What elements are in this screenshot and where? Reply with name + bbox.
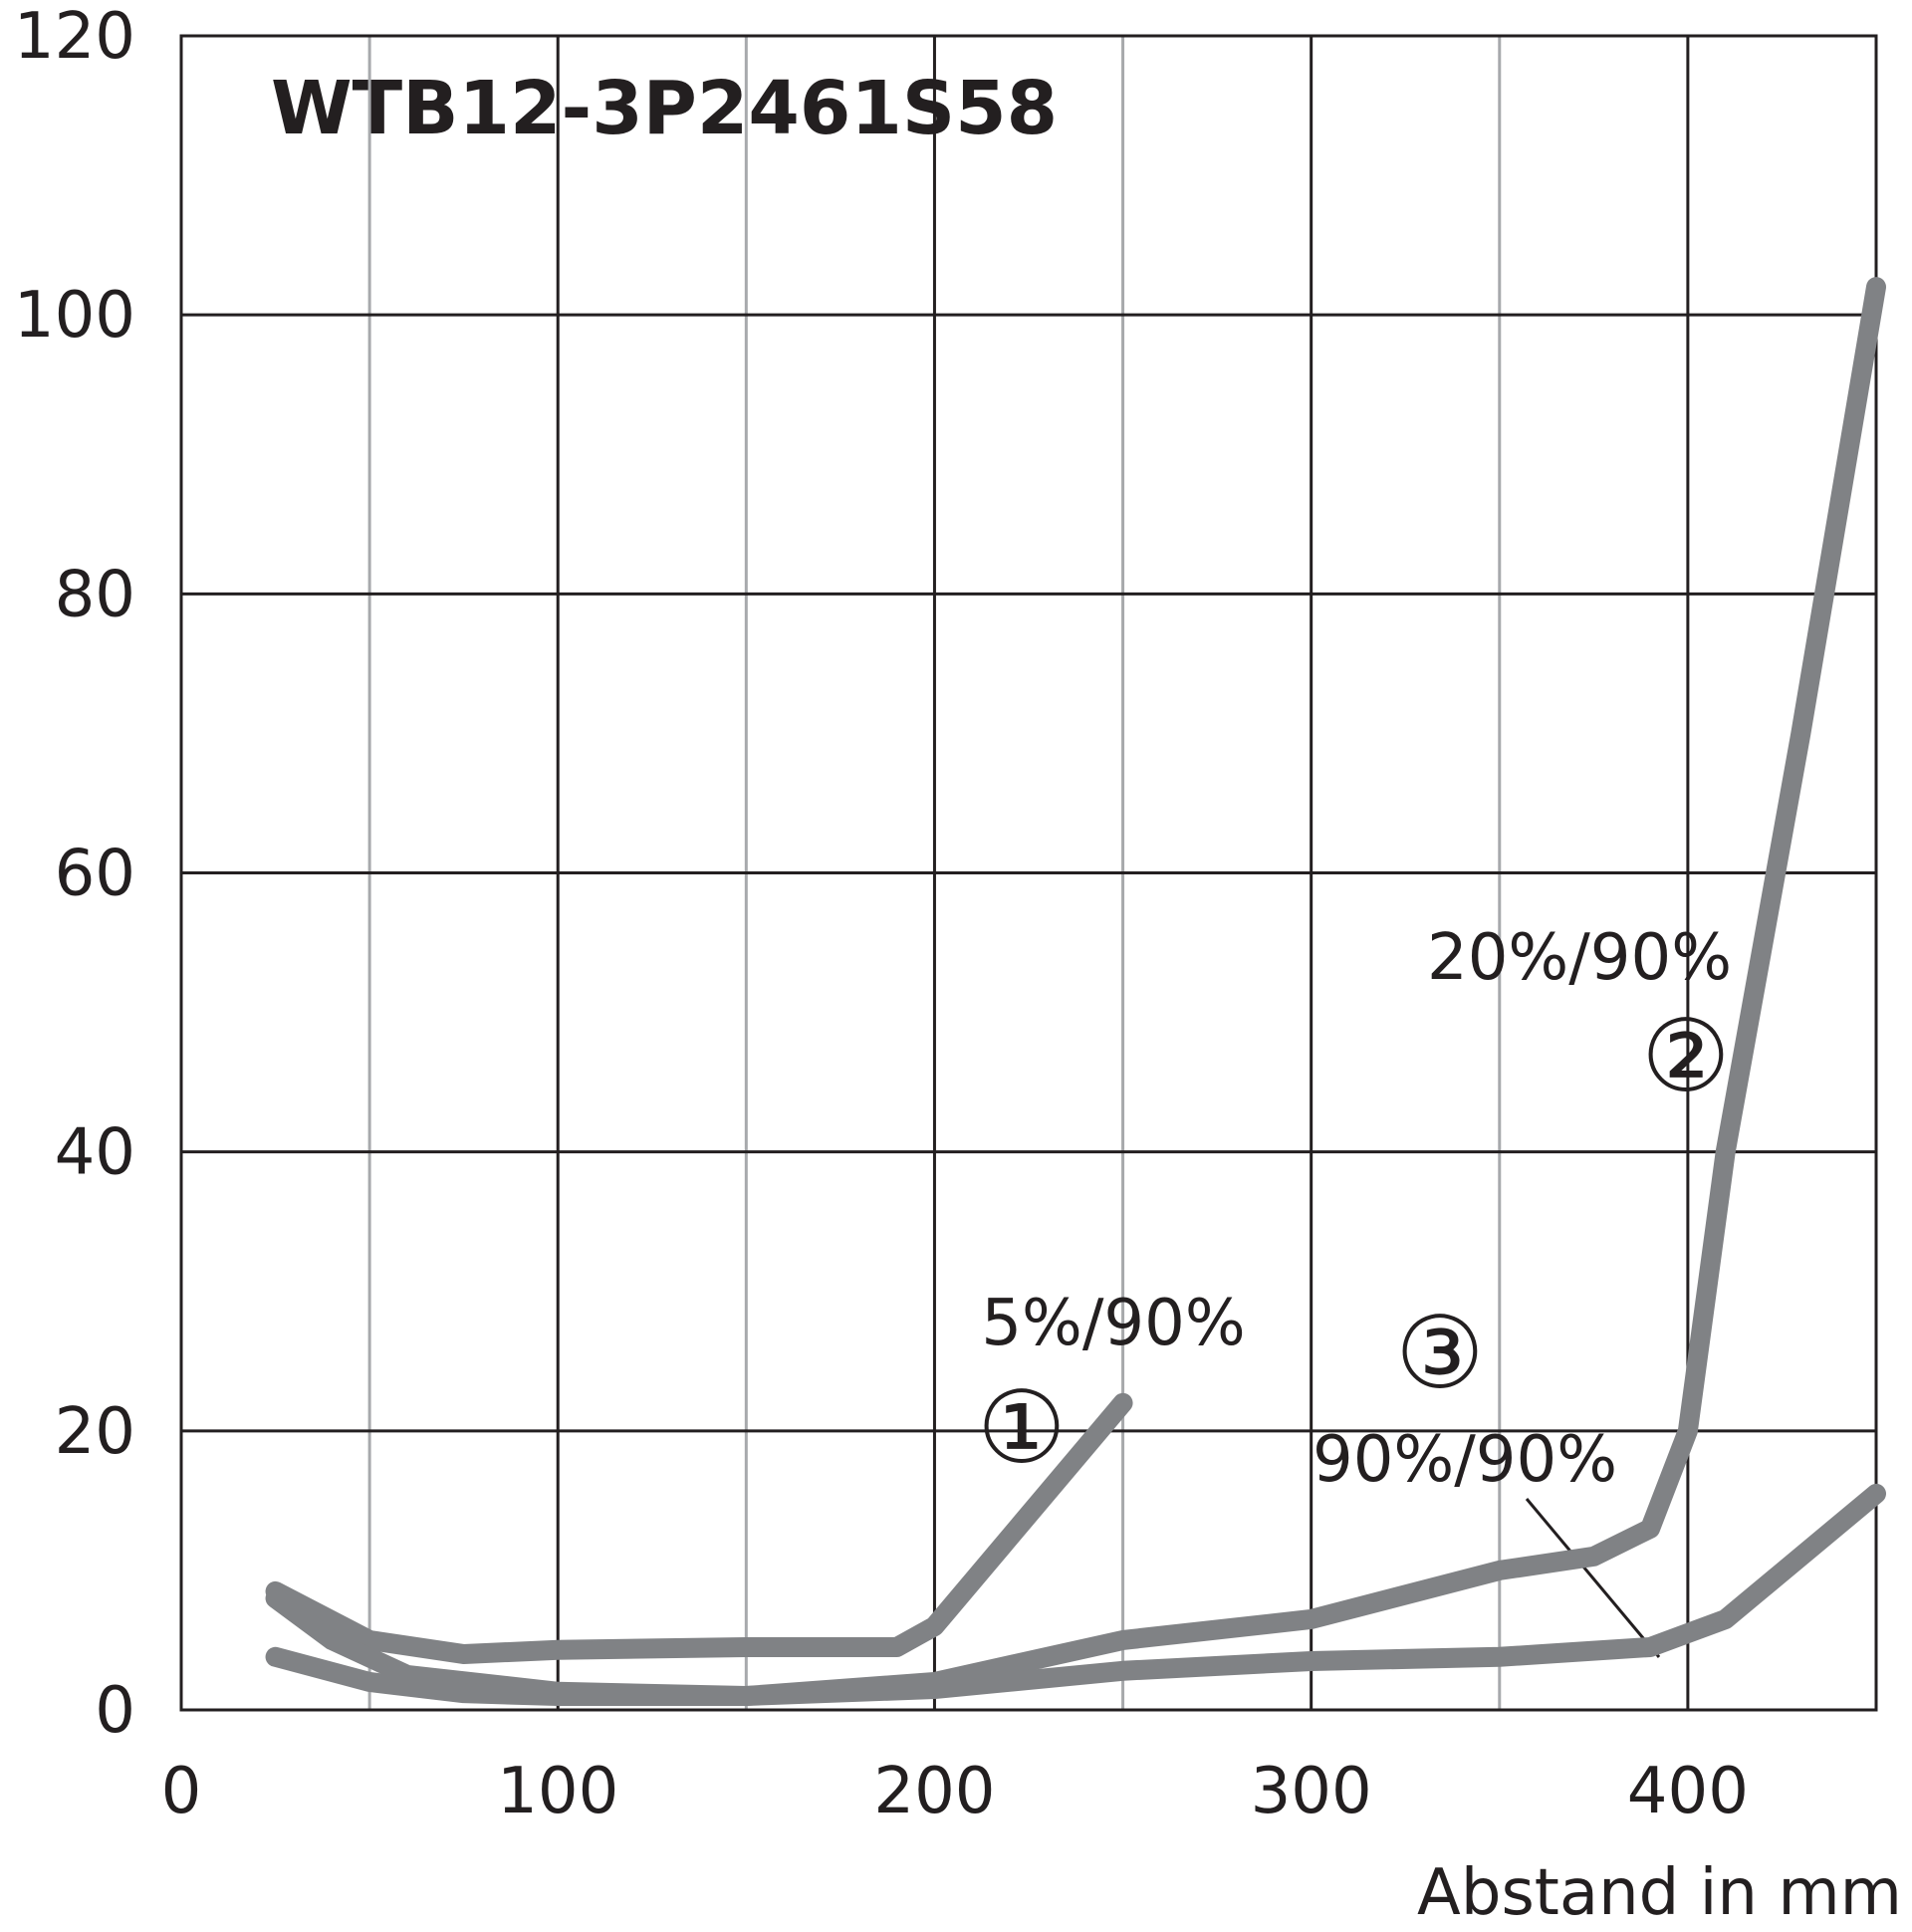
series-annotation: 90%/90%: [1313, 1423, 1617, 1497]
series-annotation: 20%/90%: [1427, 921, 1732, 995]
y-tick-label: 40: [55, 1116, 135, 1190]
y-tick-label: 60: [55, 838, 135, 911]
plot-frame: [179, 34, 1878, 1712]
series-number: ②: [1641, 998, 1731, 1114]
x-tick-label: 300: [1251, 1755, 1372, 1828]
y-tick-label: 120: [14, 0, 135, 74]
series-number: ①: [977, 1369, 1067, 1486]
line-series: [265, 1483, 1886, 1706]
leader-line: [1525, 1498, 1661, 1658]
y-tick-label: 20: [55, 1395, 135, 1469]
line-series: [265, 277, 1886, 1706]
x-axis-label: Abstand in mm: [1417, 1856, 1902, 1930]
y-tick-label: 0: [95, 1674, 135, 1748]
series-annotation: 5%/90%: [981, 1287, 1245, 1360]
x-tick-label: 200: [873, 1755, 995, 1828]
y-tick-label: 100: [14, 279, 135, 353]
y-tick-label: 80: [55, 558, 135, 631]
line-series: [265, 1392, 1133, 1664]
x-tick-label: 100: [497, 1755, 618, 1828]
x-tick-label: 400: [1627, 1755, 1749, 1828]
chart-title: WTB12-3P2461S58: [271, 66, 1058, 151]
series-number: ③: [1395, 1295, 1485, 1411]
x-tick-label: 0: [161, 1755, 202, 1828]
